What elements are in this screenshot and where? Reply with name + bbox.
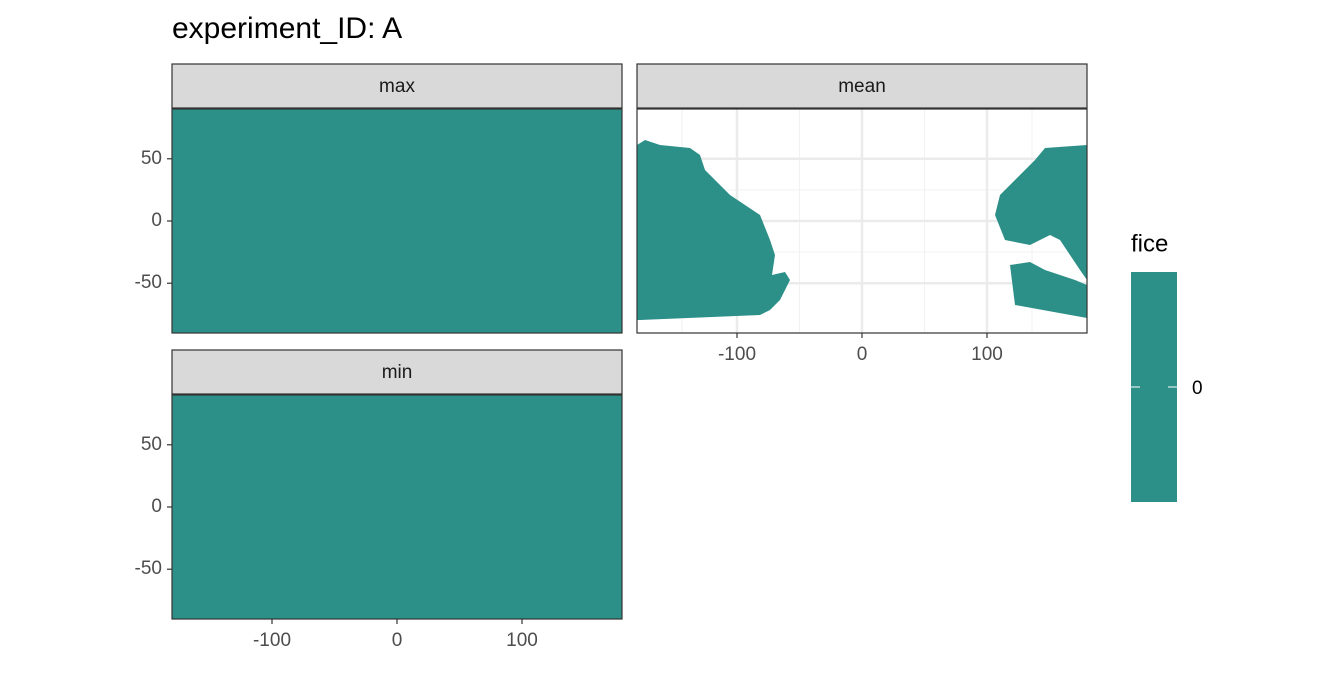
panel: max -50 0 50 bbox=[135, 63, 623, 334]
y-tick-label: -50 bbox=[135, 272, 162, 293]
raster-fill bbox=[995, 145, 1087, 280]
y-tick-label: 50 bbox=[141, 148, 162, 169]
legend-tick-label: 0 bbox=[1192, 378, 1203, 399]
x-tick-label: 0 bbox=[857, 344, 868, 365]
y-tick-label: 50 bbox=[141, 434, 162, 455]
strip bbox=[171, 349, 623, 395]
strip-label: max bbox=[379, 76, 415, 97]
raster-fill bbox=[172, 109, 622, 333]
x-tick-label: 0 bbox=[392, 630, 403, 651]
x-tick-label: -100 bbox=[718, 344, 756, 365]
strip-label: min bbox=[382, 362, 413, 383]
x-tick-label: 100 bbox=[971, 344, 1003, 365]
panel: min -100 0 100 -50 0 50 bbox=[135, 349, 623, 651]
strip bbox=[636, 63, 1088, 109]
strip bbox=[171, 63, 623, 109]
x-tick-label: -100 bbox=[253, 630, 291, 651]
x-tick-label: 100 bbox=[506, 630, 538, 651]
y-tick-label: 0 bbox=[151, 210, 162, 231]
panel: mean -100 0 100 bbox=[636, 63, 1088, 365]
strip-label: mean bbox=[838, 76, 886, 97]
raster-fill bbox=[637, 140, 790, 320]
legend-title: fice bbox=[1131, 230, 1168, 257]
raster-fill bbox=[172, 395, 622, 619]
raster-fill bbox=[1010, 262, 1087, 318]
y-tick-label: 0 bbox=[151, 496, 162, 517]
y-tick-label: -50 bbox=[135, 558, 162, 579]
chart-title: experiment_ID: A bbox=[172, 12, 402, 45]
